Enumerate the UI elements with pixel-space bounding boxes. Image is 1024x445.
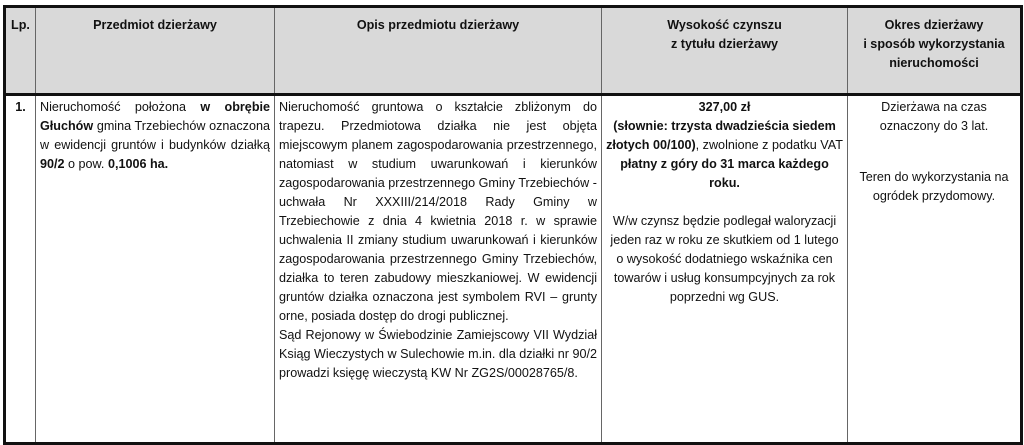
przedmiot-dzialka: 90/2 — [40, 157, 65, 171]
rent-vat: , zwolnione z podatku VAT — [695, 138, 843, 152]
przedmiot-area: 0,1006 ha. — [107, 157, 169, 171]
header-okres-line1: Okres dzierżawy — [884, 18, 984, 32]
rent-payment-terms: płatny z góry do 31 marca każdego roku. — [620, 157, 829, 190]
opis-paragraph: Nieruchomość gruntowa o kształcie zbliżo… — [279, 100, 597, 323]
header-przedmiot: Przedmiot dzierżawy — [35, 6, 275, 95]
rent-indexation: W/w czynsz będzie podlegał waloryzacji j… — [610, 214, 839, 304]
header-opis: Opis przedmiotu dzierżawy — [274, 6, 602, 95]
header-czynsz-line2: z tytułu dzierżawy — [670, 37, 779, 51]
row-number: 1. — [15, 100, 26, 114]
rent-in-words: (słownie: trzysta dwadzieścia siedem zło… — [606, 119, 836, 152]
cell-czynsz: 327,00 zł (słownie: trzysta dwadzieścia … — [601, 94, 848, 444]
cell-okres: Dzierżawa na czas oznaczony do 3 lat. Te… — [847, 94, 1022, 444]
cell-przedmiot: Nieruchomość położona w obrębie Głuchów … — [35, 94, 275, 444]
header-row: Lp. Przedmiot dzierżawy Opis przedmiotu … — [4, 6, 1022, 95]
header-czynsz-line1: Wysokość czynszu — [667, 18, 782, 32]
przedmiot-text: gmina Trzebiechów oznaczona w ewidencji … — [40, 119, 270, 152]
header-lp: Lp. — [4, 6, 36, 95]
przedmiot-text: o pow. — [64, 157, 108, 171]
przedmiot-text: Nieruchomość położona — [40, 100, 201, 114]
przedmiot-obreb: w obrębie Głuchów — [40, 100, 271, 133]
header-okres-line2: i sposób wykorzystania — [863, 37, 1005, 51]
lease-table: Lp. Przedmiot dzierżawy Opis przedmiotu … — [3, 5, 1023, 445]
rent-amount: 327,00 zł — [698, 100, 751, 114]
header-okres: Okres dzierżawy i sposób wykorzystania nie… — [847, 6, 1022, 95]
opis-ksiega-wieczysta: Sąd Rejonowy w Świebodzinie Zamiejscowy … — [279, 328, 597, 380]
lease-period: Dzierżawa na czas oznaczony do 3 lat. — [879, 100, 989, 133]
land-use: Teren do wykorzystania na ogródek przydo… — [859, 170, 1009, 203]
cell-opis: Nieruchomość gruntowa o kształcie zbliżo… — [274, 94, 602, 444]
table-row: 1. Nieruchomość położona w obrębie Głuch… — [4, 94, 1022, 444]
header-czynsz: Wysokość czynszu z tytułu dzierżawy — [601, 6, 848, 95]
header-okres-line3: nieruchomości — [889, 56, 979, 70]
cell-lp: 1. — [4, 94, 36, 444]
